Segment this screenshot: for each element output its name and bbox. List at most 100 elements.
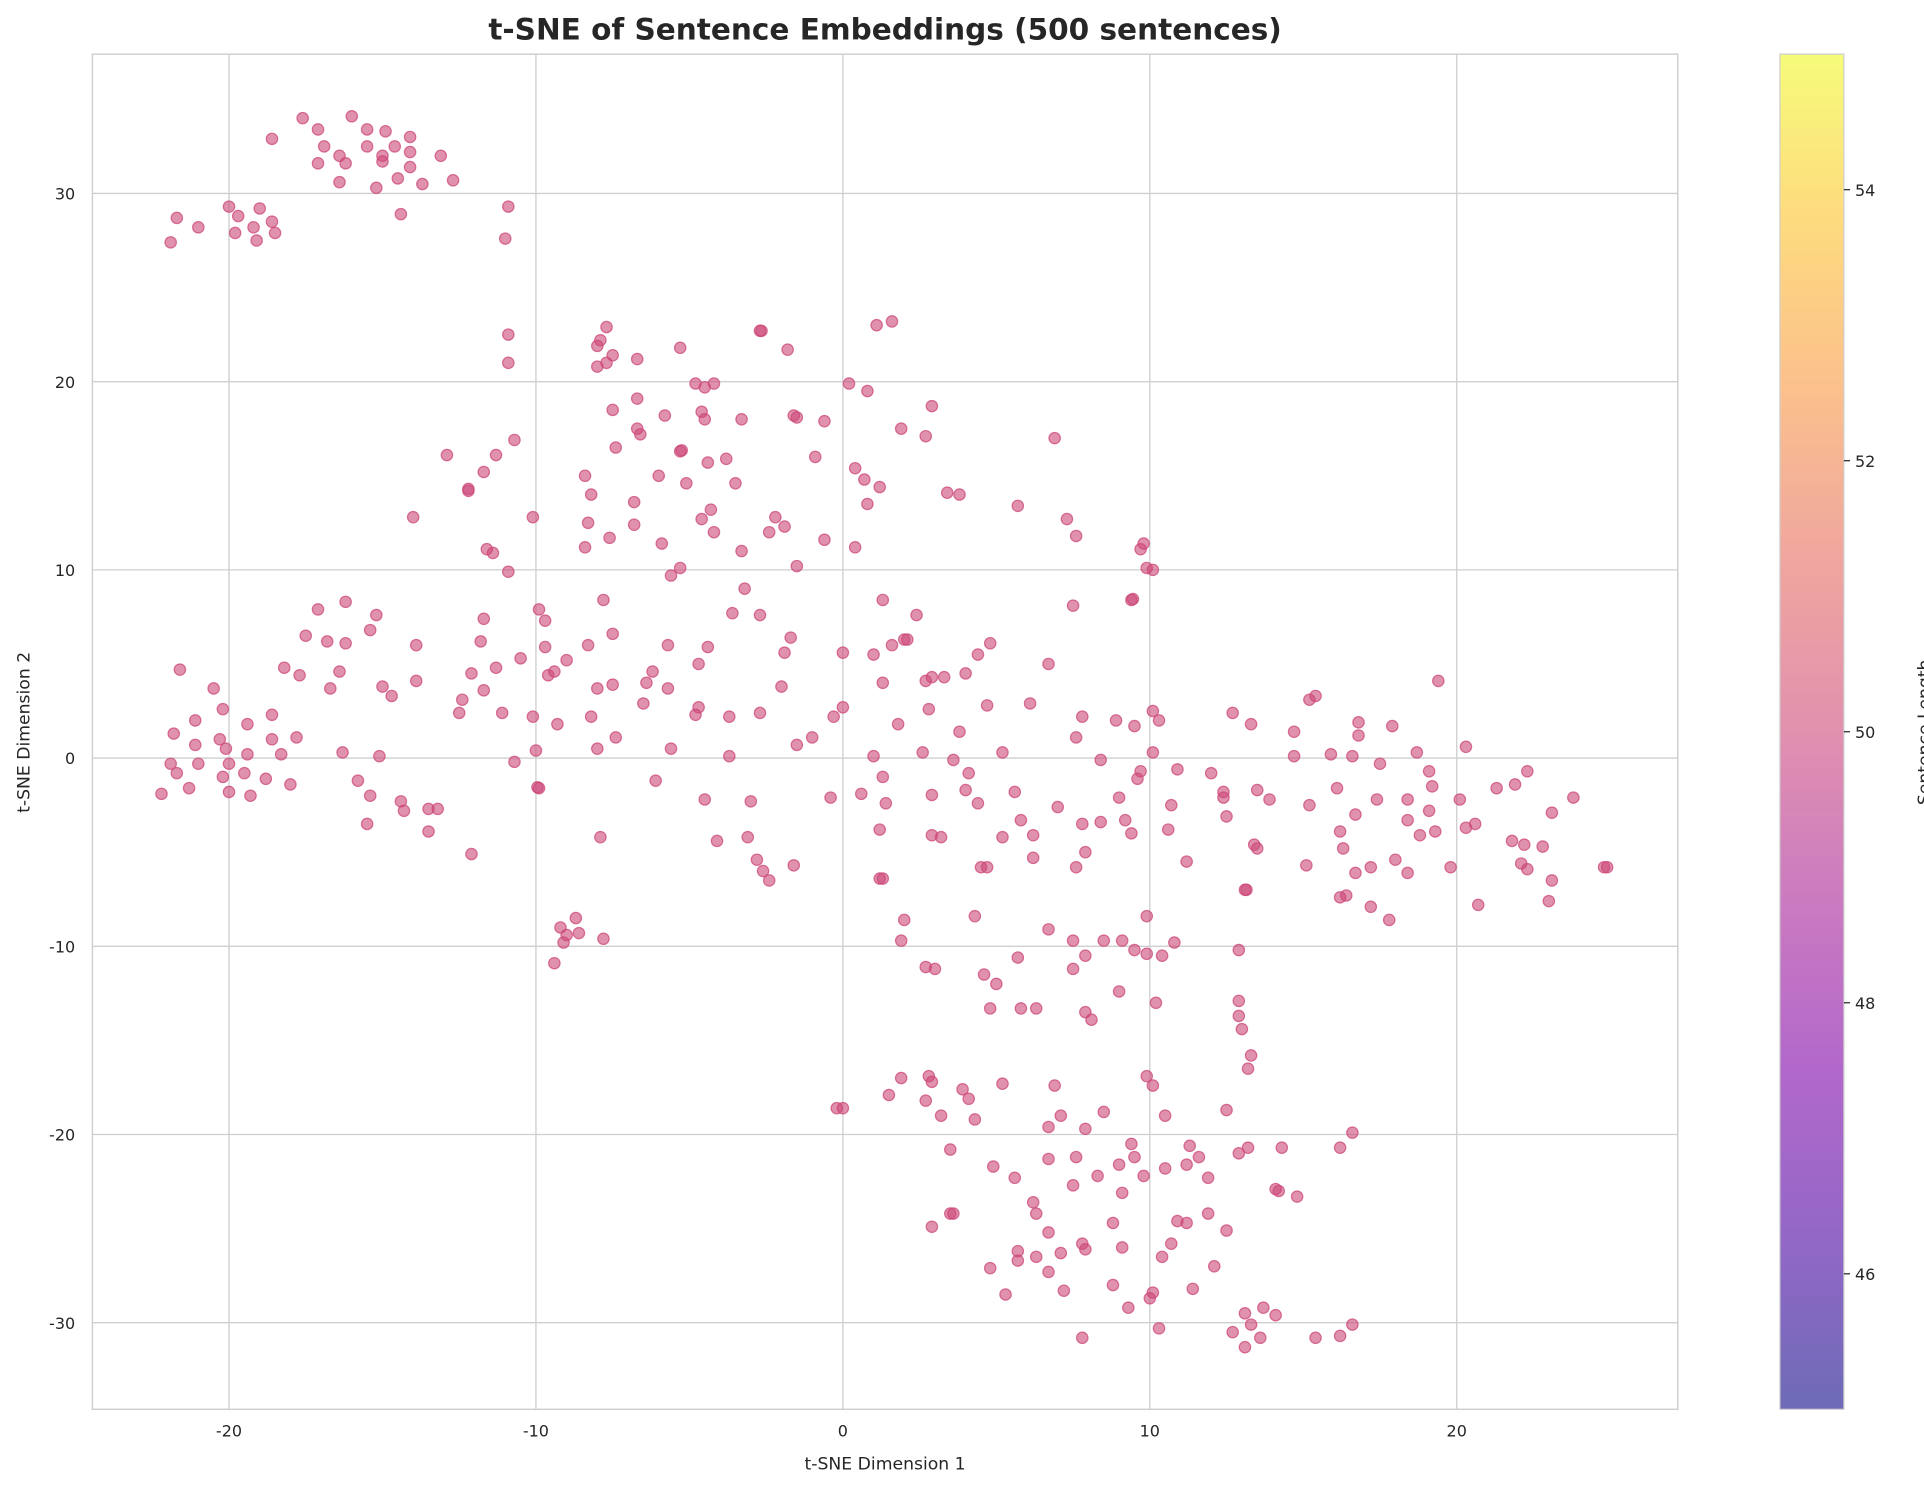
data-point — [735, 413, 748, 426]
data-point — [1333, 825, 1347, 838]
data-point — [1386, 719, 1399, 733]
data-point — [630, 352, 644, 366]
data-point — [1333, 1141, 1347, 1154]
data-point — [238, 766, 251, 780]
data-point — [980, 860, 994, 874]
data-point — [1155, 949, 1169, 962]
data-point — [1134, 542, 1147, 556]
data-point — [1250, 842, 1264, 855]
data-point — [753, 706, 767, 720]
data-point — [532, 603, 546, 616]
data-point — [1201, 1207, 1215, 1220]
data-point — [578, 469, 592, 483]
data-point — [947, 1207, 960, 1220]
data-point — [769, 510, 782, 524]
data-point — [1146, 563, 1160, 577]
data-point — [1112, 1158, 1126, 1171]
data-point — [1146, 1079, 1160, 1092]
data-point — [1521, 764, 1534, 778]
data-point — [1057, 1284, 1071, 1298]
data-point — [655, 537, 669, 550]
data-point — [790, 738, 804, 752]
data-point — [370, 181, 383, 195]
colorbar-tick-label: 52 — [1855, 452, 1875, 471]
data-point — [434, 149, 448, 163]
data-point — [379, 125, 392, 138]
data-point — [882, 1088, 896, 1102]
data-point — [698, 793, 712, 806]
data-point — [231, 209, 245, 223]
data-point — [836, 700, 850, 714]
data-point — [182, 781, 196, 795]
data-point — [1410, 746, 1424, 759]
data-point — [1091, 1169, 1104, 1183]
data-point — [649, 774, 662, 787]
data-point — [741, 830, 754, 844]
data-point — [531, 780, 544, 794]
data-point — [311, 123, 325, 136]
data-point — [1079, 949, 1092, 962]
data-point — [581, 516, 595, 530]
data-point — [723, 749, 736, 763]
data-point — [1600, 860, 1614, 874]
data-point — [1303, 798, 1316, 812]
colorbar-label: Sentence Length — [1915, 660, 1924, 806]
data-point — [630, 392, 644, 405]
data-point — [360, 817, 374, 831]
data-point — [876, 676, 890, 690]
data-point — [1220, 810, 1233, 823]
data-point — [885, 638, 899, 652]
data-point — [1517, 838, 1531, 851]
data-point — [591, 742, 604, 755]
data-point — [1373, 757, 1387, 771]
data-point — [502, 565, 515, 579]
data-point — [591, 339, 604, 353]
data-point — [606, 627, 619, 641]
data-point — [934, 1109, 948, 1122]
data-point — [781, 343, 794, 356]
data-point — [698, 413, 712, 426]
data-point — [873, 823, 886, 836]
data-point — [495, 706, 509, 720]
data-point — [661, 682, 675, 695]
data-point — [1051, 800, 1065, 814]
data-point — [701, 456, 715, 469]
data-point — [1333, 891, 1347, 904]
data-point — [719, 452, 733, 466]
data-point — [1468, 817, 1482, 831]
y-tick-label: -30 — [49, 1314, 75, 1333]
data-point — [477, 612, 491, 626]
data-point — [526, 510, 540, 524]
data-point — [529, 744, 543, 757]
data-point — [968, 1113, 982, 1126]
data-point — [1042, 1120, 1055, 1134]
data-point — [916, 746, 929, 759]
data-point — [388, 140, 402, 153]
data-point — [1401, 866, 1414, 880]
data-point — [265, 708, 279, 722]
data-point — [1069, 731, 1083, 744]
data-point — [1011, 951, 1025, 964]
colorbar-ticks: 46 48 50 52 54 — [1843, 181, 1875, 1284]
data-point — [431, 802, 444, 816]
data-point — [489, 448, 503, 462]
data-point — [627, 495, 641, 509]
data-point — [241, 748, 254, 761]
data-point — [637, 697, 650, 710]
data-point — [1349, 866, 1362, 880]
data-point — [1238, 1340, 1252, 1354]
data-point — [1422, 764, 1436, 778]
data-point — [692, 657, 705, 671]
data-point — [1042, 657, 1055, 671]
data-point — [548, 956, 561, 970]
data-point — [1066, 599, 1080, 612]
data-point — [1069, 860, 1083, 874]
data-point — [502, 200, 515, 213]
colorbar-tick-label: 54 — [1855, 181, 1875, 200]
data-point — [1008, 1171, 1022, 1185]
data-point — [1263, 793, 1276, 806]
data-point — [167, 727, 181, 740]
y-axis-label: t-SNE Dimension 2 — [15, 652, 35, 813]
axis-ticks: -20 -10 0 10 20 -30 -20 -10 0 10 20 30 — [49, 185, 1467, 1441]
data-point — [971, 796, 985, 810]
